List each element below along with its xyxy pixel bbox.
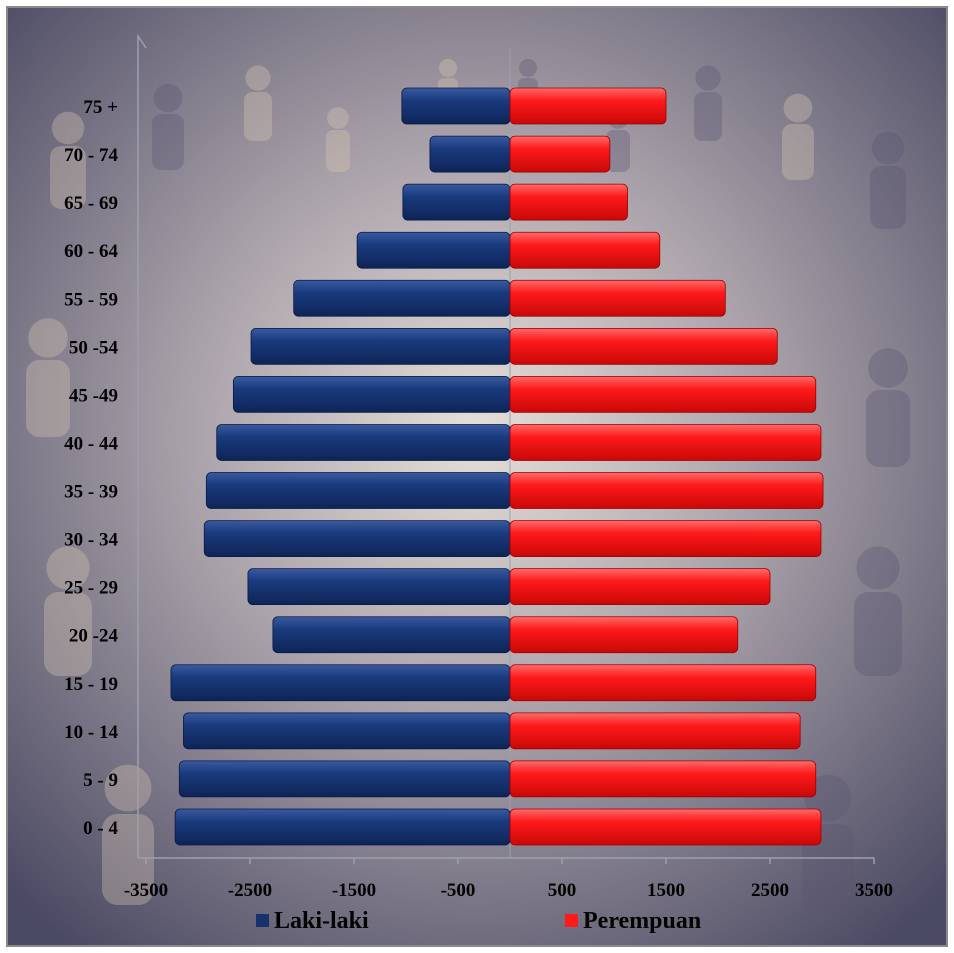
bar-female-35-39 [509, 472, 824, 509]
bar-female-30-34 [509, 520, 822, 557]
chart-frame: 0 - 4 5 - 9 10 - 14 15 - 19 20 -24 25 - 29 30 … [6, 6, 948, 947]
x-axis-tick-labels: -3500 -2500 -1500 -500 500 1500 2500 3500 [124, 880, 893, 901]
bar-female-75- [509, 87, 667, 125]
y-tick-label: 75 + [83, 97, 118, 118]
bar-female-5-9 [509, 760, 817, 798]
legend-label-male: Laki-laki [274, 908, 369, 934]
bars-group [170, 87, 824, 846]
bar-female-15-19 [509, 664, 817, 702]
person-silhouette [50, 111, 86, 209]
person-silhouette [854, 546, 902, 676]
bar-female-45-49 [509, 376, 817, 413]
bar-male-20-24 [272, 616, 511, 654]
y-tick-label: 35 - 39 [64, 482, 118, 503]
bar-male-10-14 [183, 712, 511, 750]
bar-male-55-59 [293, 279, 511, 317]
bar-male-45-49 [232, 376, 511, 413]
person-silhouette [326, 107, 350, 172]
bar-male-15-19 [170, 664, 511, 702]
person-silhouette [244, 65, 272, 141]
person-silhouette [694, 65, 722, 141]
bar-female-60-64 [509, 231, 661, 269]
y-tick-label: 65 - 69 [64, 193, 118, 214]
bar-male-40-44 [216, 424, 511, 461]
bar-female-10-14 [509, 712, 801, 750]
bar-female-55-59 [509, 279, 726, 317]
bar-female-25-29 [509, 568, 771, 606]
legend-swatch-male [256, 914, 269, 927]
bar-male-25-29 [247, 568, 511, 606]
y-axis-labels: 0 - 4 5 - 9 10 - 14 15 - 19 20 -24 25 - 29 30 … [64, 97, 118, 839]
y-tick-label: 55 - 59 [64, 289, 118, 310]
person-silhouette [26, 318, 70, 437]
y-tick-label: 15 - 19 [64, 674, 118, 695]
population-pyramid-chart: 0 - 4 5 - 9 10 - 14 15 - 19 20 -24 25 - 29 30 … [8, 8, 946, 945]
y-axis-line [137, 33, 147, 858]
person-silhouette [44, 546, 92, 676]
person-silhouette [782, 93, 814, 180]
y-tick-label: 20 -24 [69, 626, 119, 647]
legend-swatch-female [565, 914, 578, 927]
bar-male-50-54 [250, 327, 511, 365]
person-silhouette [870, 131, 906, 229]
bar-female-50-54 [509, 327, 778, 365]
bar-female-0-4 [509, 808, 822, 846]
y-tick-label: 40 - 44 [64, 433, 118, 454]
legend-label-female: Perempuan [583, 908, 701, 934]
person-silhouette [102, 764, 154, 905]
y-tick-label: 70 - 74 [64, 145, 118, 166]
person-silhouette [152, 83, 184, 170]
x-tick-label: 3500 [855, 880, 893, 901]
bar-male-30-34 [203, 520, 511, 557]
bar-female-70-74 [509, 135, 611, 173]
bar-female-20-24 [509, 616, 739, 654]
x-tick-label: -500 [441, 880, 476, 901]
x-tick-label: 500 [548, 880, 577, 901]
bar-male-70-74 [429, 135, 511, 173]
y-tick-label: 50 -54 [69, 337, 119, 358]
bar-male-35-39 [205, 472, 511, 509]
y-tick-label: 30 - 34 [64, 530, 118, 551]
y-tick-label: 0 - 4 [83, 818, 118, 839]
bar-male-5-9 [178, 760, 511, 798]
x-tick-label: -2500 [228, 880, 272, 901]
legend: Laki-laki Perempuan [256, 908, 701, 934]
y-tick-label: 45 -49 [69, 385, 118, 406]
y-tick-label: 25 - 29 [64, 578, 118, 599]
bar-male-75- [401, 87, 511, 125]
x-tick-label: 1500 [647, 880, 685, 901]
bar-male-0-4 [174, 808, 511, 846]
x-tick-label: -3500 [124, 880, 168, 901]
x-tick-label: 2500 [751, 880, 789, 901]
bar-female-65-69 [509, 183, 628, 221]
bar-male-65-69 [402, 183, 511, 221]
bar-female-40-44 [509, 424, 822, 461]
x-tick-label: -1500 [332, 880, 376, 901]
y-tick-label: 60 - 64 [64, 241, 118, 262]
bar-male-60-64 [356, 231, 511, 269]
y-tick-label: 10 - 14 [64, 722, 118, 743]
y-tick-label: 5 - 9 [83, 770, 118, 791]
person-silhouette [866, 348, 910, 467]
